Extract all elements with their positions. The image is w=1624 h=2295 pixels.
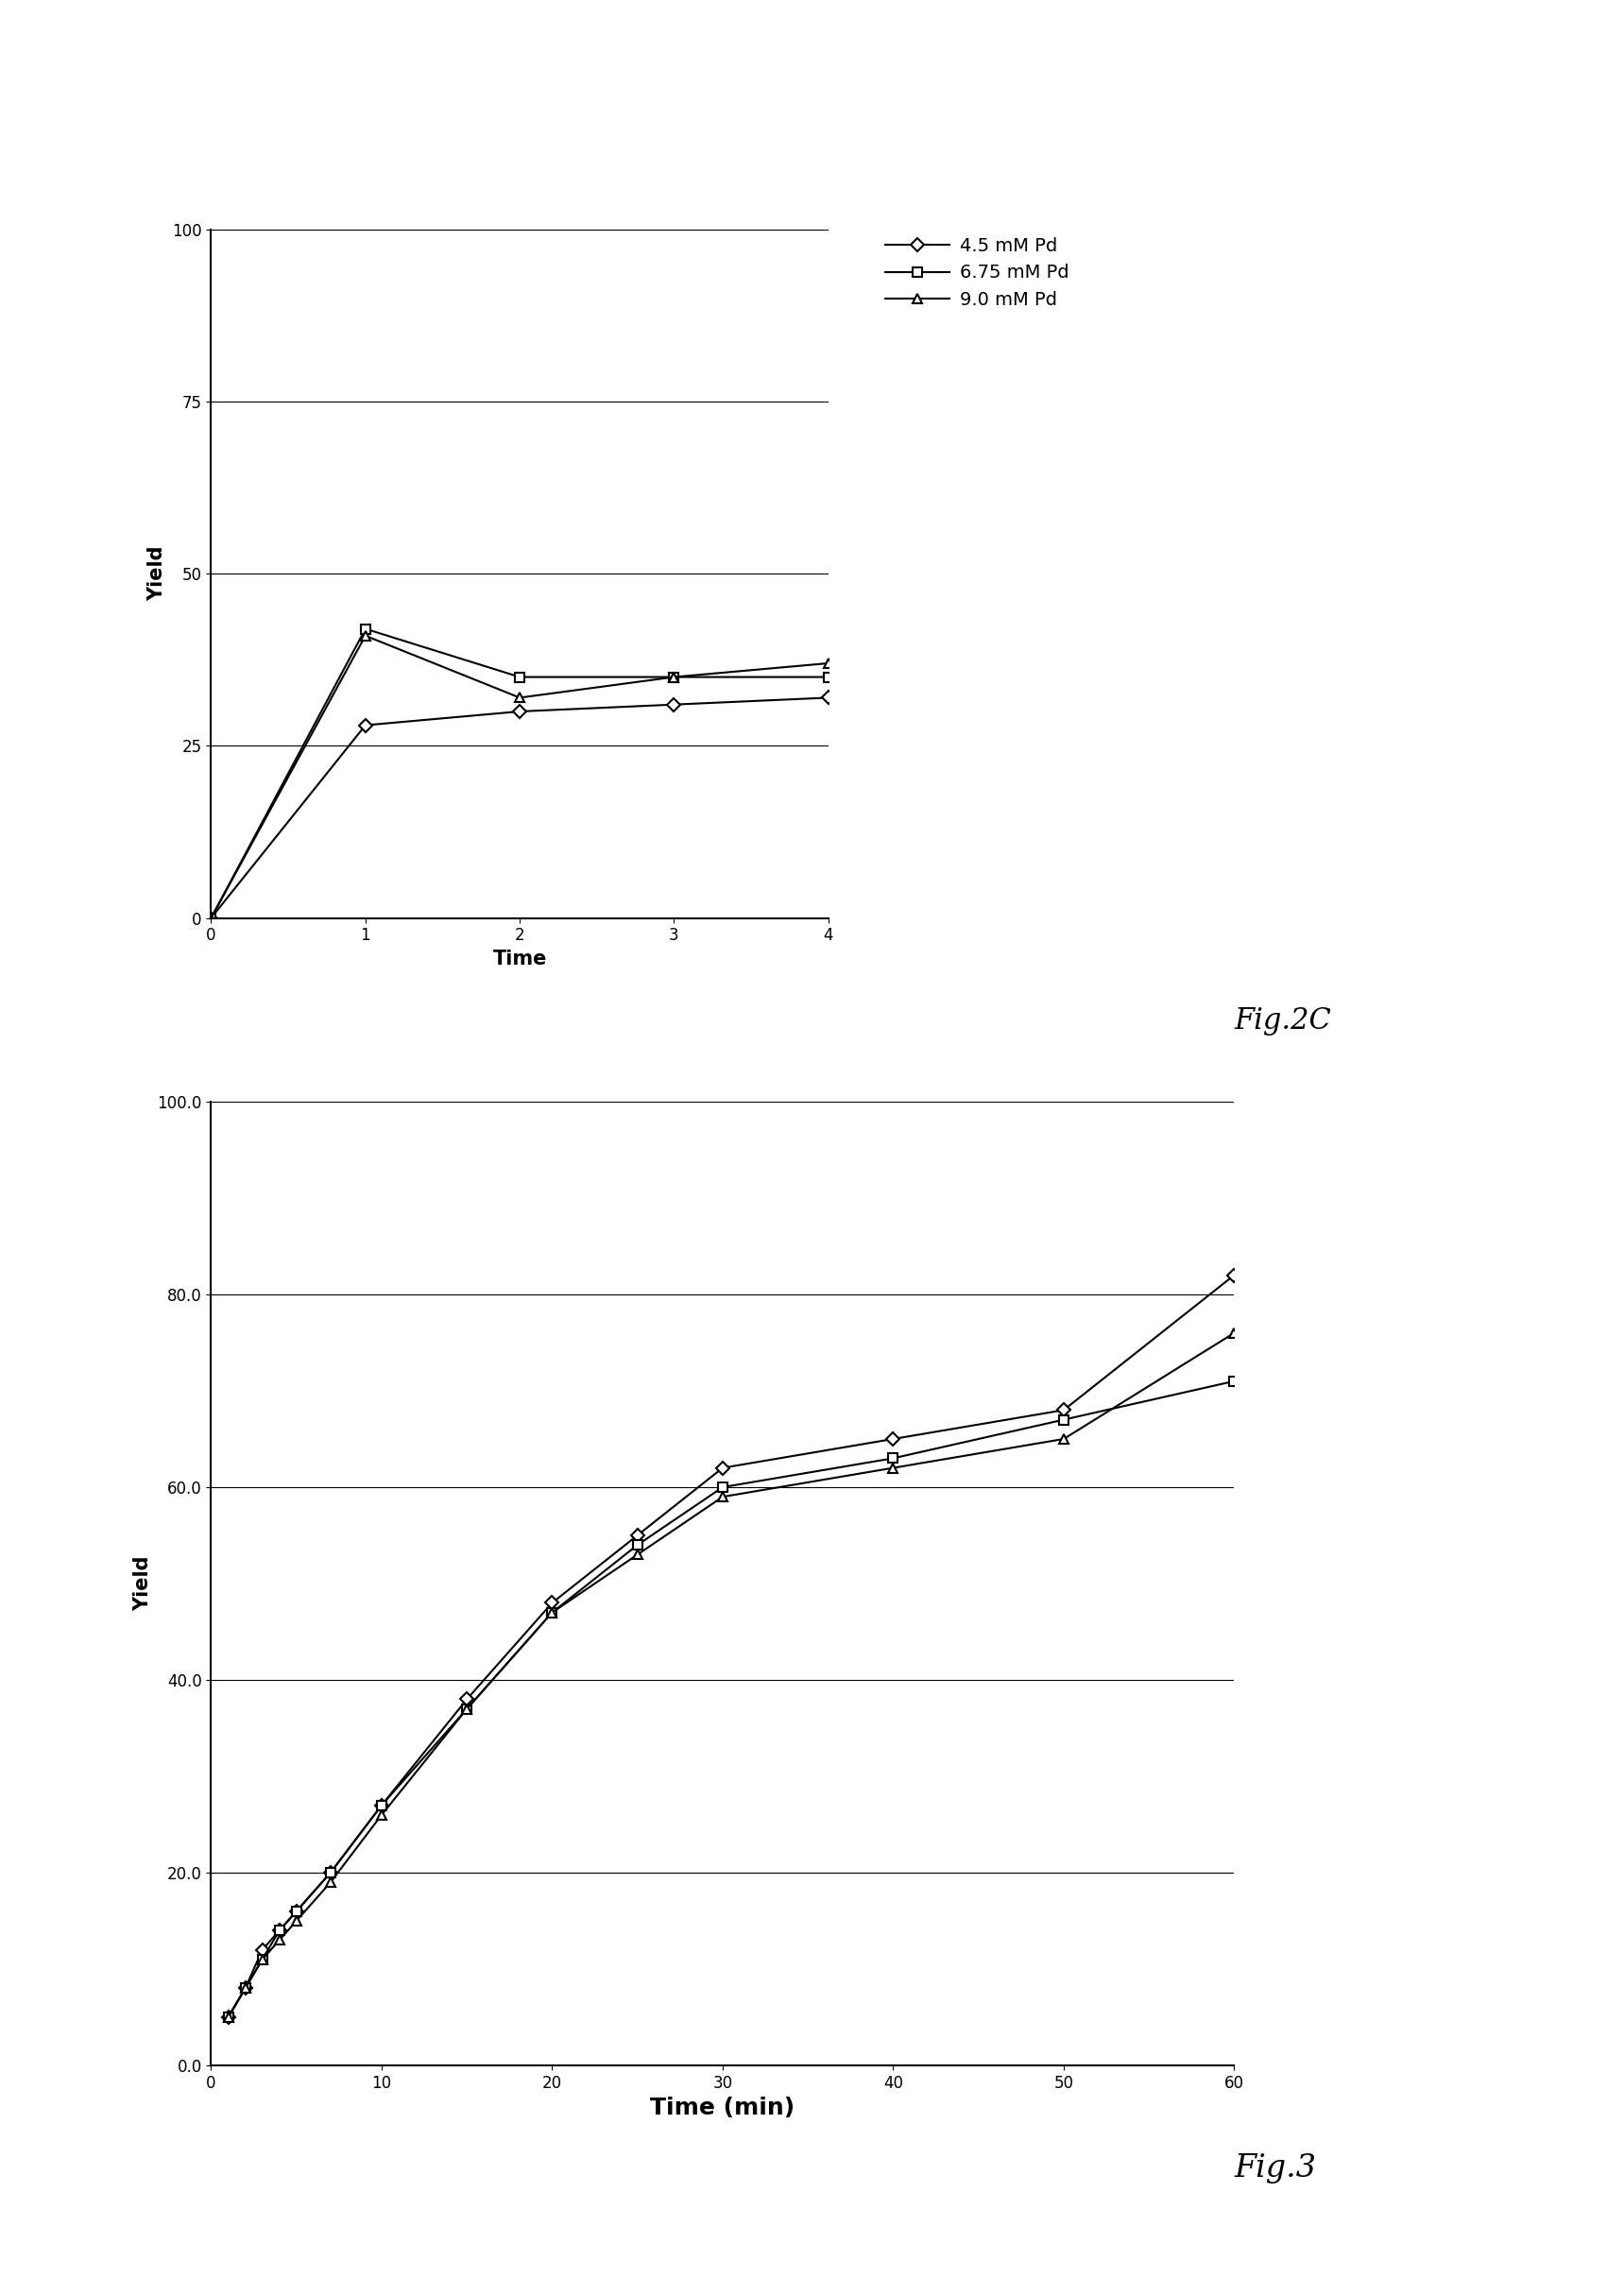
- X-axis label: Time (min): Time (min): [650, 2098, 796, 2121]
- 6.75 mM Pd: [664, 663, 684, 691]
- 4.5 mM Pd: [218, 2004, 239, 2031]
- 9.0 mM Pd: [270, 1926, 289, 1953]
- Line: 9.0 mM Pd: 9.0 mM Pd: [206, 631, 833, 923]
- 9.0 mM Pd: [322, 1868, 341, 1896]
- Line: 9.0 mM Pd: 9.0 mM Pd: [224, 1329, 1239, 2022]
- 4.5 mM Pd: [883, 1425, 903, 1453]
- 6.75 mM Pd: [1224, 1368, 1244, 1395]
- 9.0 mM Pd: [287, 1907, 307, 1935]
- 6.75 mM Pd: [253, 1946, 273, 1974]
- 9.0 mM Pd: [1054, 1425, 1073, 1453]
- 9.0 mM Pd: [664, 663, 684, 691]
- 4.5 mM Pd: [510, 698, 529, 725]
- 9.0 mM Pd: [628, 1540, 648, 1567]
- 9.0 mM Pd: [713, 1483, 732, 1510]
- 4.5 mM Pd: [235, 1974, 255, 2001]
- 4.5 mM Pd: [713, 1455, 732, 1483]
- 4.5 mM Pd: [1054, 1395, 1073, 1423]
- Y-axis label: Yield: Yield: [148, 546, 167, 601]
- Line: 6.75 mM Pd: 6.75 mM Pd: [206, 624, 833, 923]
- 6.75 mM Pd: [356, 615, 375, 643]
- Text: Fig.2C: Fig.2C: [1234, 1008, 1332, 1035]
- 4.5 mM Pd: [270, 1916, 289, 1944]
- 6.75 mM Pd: [1054, 1407, 1073, 1434]
- X-axis label: Time: Time: [492, 950, 547, 968]
- 6.75 mM Pd: [458, 1696, 477, 1724]
- 6.75 mM Pd: [218, 2004, 239, 2031]
- 9.0 mM Pd: [458, 1696, 477, 1724]
- 9.0 mM Pd: [372, 1802, 391, 1829]
- 9.0 mM Pd: [235, 1974, 255, 2001]
- 4.5 mM Pd: [458, 1685, 477, 1712]
- 4.5 mM Pd: [664, 691, 684, 718]
- 9.0 mM Pd: [510, 684, 529, 711]
- 4.5 mM Pd: [287, 1898, 307, 1926]
- 9.0 mM Pd: [818, 649, 838, 677]
- 4.5 mM Pd: [253, 1937, 273, 1965]
- Y-axis label: Yield: Yield: [133, 1556, 153, 1611]
- 4.5 mM Pd: [322, 1859, 341, 1886]
- 4.5 mM Pd: [201, 904, 221, 932]
- 4.5 mM Pd: [628, 1522, 648, 1549]
- 6.75 mM Pd: [883, 1444, 903, 1471]
- 6.75 mM Pd: [713, 1473, 732, 1501]
- 9.0 mM Pd: [1224, 1320, 1244, 1347]
- 4.5 mM Pd: [356, 711, 375, 739]
- 6.75 mM Pd: [235, 1974, 255, 2001]
- 4.5 mM Pd: [1224, 1262, 1244, 1290]
- 6.75 mM Pd: [287, 1898, 307, 1926]
- 9.0 mM Pd: [356, 622, 375, 649]
- 9.0 mM Pd: [542, 1600, 562, 1627]
- 4.5 mM Pd: [818, 684, 838, 711]
- 4.5 mM Pd: [372, 1792, 391, 1820]
- Line: 6.75 mM Pd: 6.75 mM Pd: [224, 1377, 1239, 2022]
- 9.0 mM Pd: [883, 1455, 903, 1483]
- 6.75 mM Pd: [542, 1600, 562, 1627]
- Line: 4.5 mM Pd: 4.5 mM Pd: [206, 693, 833, 923]
- 6.75 mM Pd: [201, 904, 221, 932]
- 6.75 mM Pd: [322, 1859, 341, 1886]
- Text: Fig.3: Fig.3: [1234, 2153, 1317, 2185]
- 9.0 mM Pd: [218, 2004, 239, 2031]
- 6.75 mM Pd: [510, 663, 529, 691]
- 6.75 mM Pd: [818, 663, 838, 691]
- 6.75 mM Pd: [628, 1531, 648, 1558]
- 9.0 mM Pd: [201, 904, 221, 932]
- Line: 4.5 mM Pd: 4.5 mM Pd: [224, 1271, 1239, 2022]
- 6.75 mM Pd: [270, 1916, 289, 1944]
- Legend: 4.5 mM Pd, 6.75 mM Pd, 9.0 mM Pd: 4.5 mM Pd, 6.75 mM Pd, 9.0 mM Pd: [877, 230, 1077, 317]
- 4.5 mM Pd: [542, 1588, 562, 1616]
- 6.75 mM Pd: [372, 1792, 391, 1820]
- 9.0 mM Pd: [253, 1946, 273, 1974]
